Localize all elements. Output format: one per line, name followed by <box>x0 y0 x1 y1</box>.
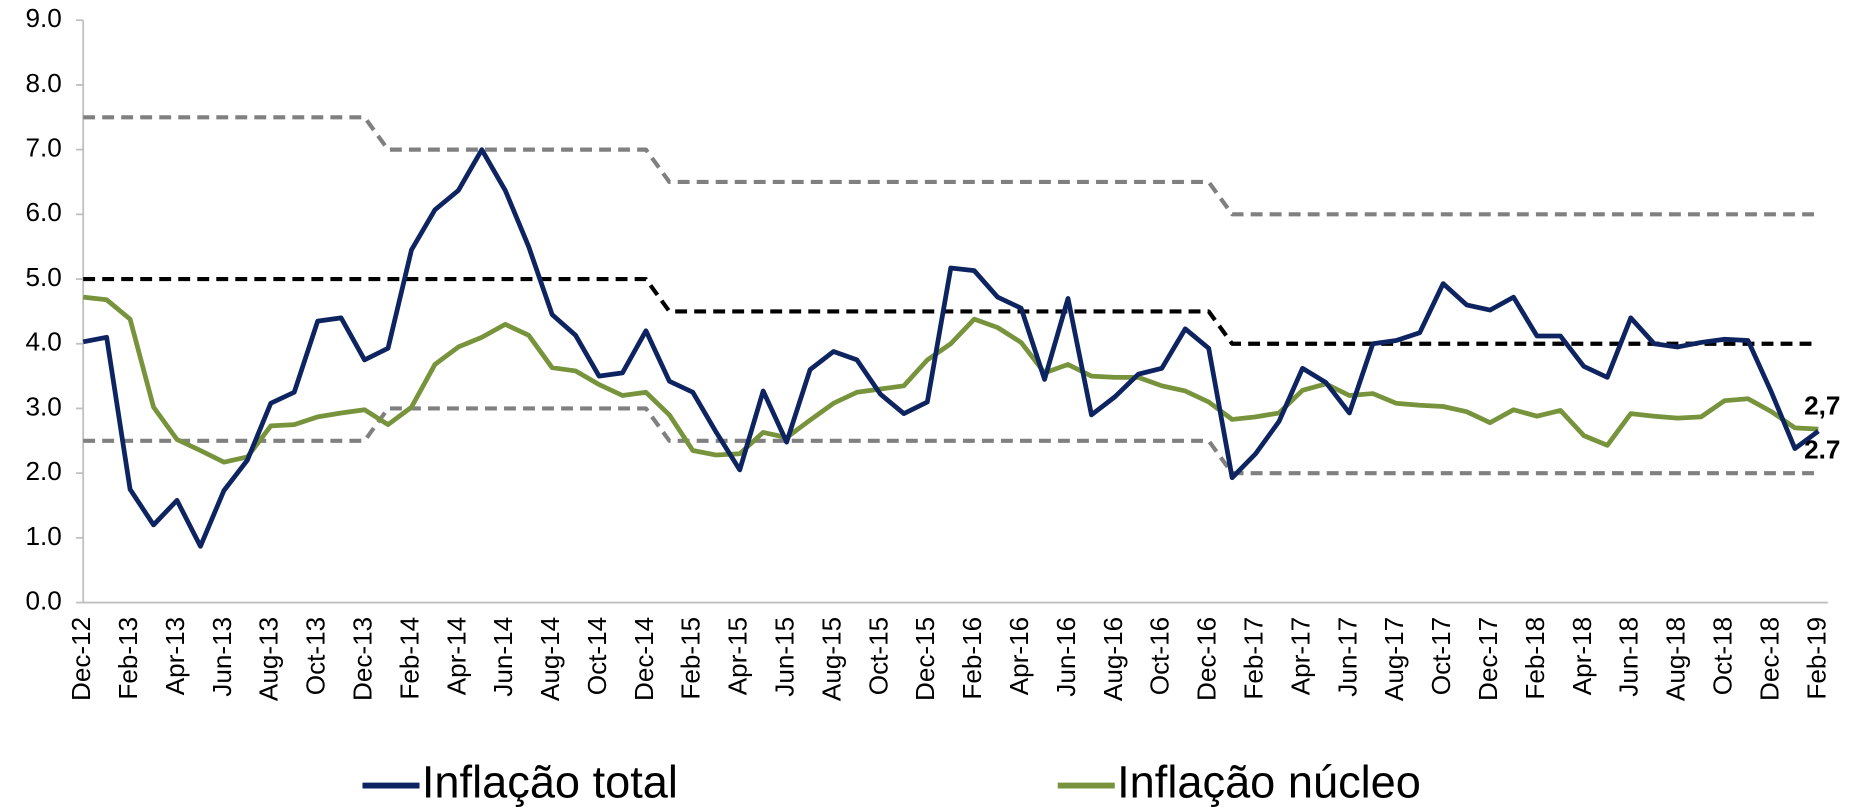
x-tick-label: Feb-18 <box>1520 617 1550 700</box>
x-tick-label: Feb-17 <box>1238 617 1268 700</box>
annotation: 2.7 <box>1804 435 1840 465</box>
y-tick-label: 6.0 <box>25 197 61 227</box>
y-tick-label: 1.0 <box>25 521 61 551</box>
legend-label: Inflação núcleo <box>1117 757 1421 807</box>
x-tick-label: Jun-14 <box>488 617 518 697</box>
x-tick-label: Oct-16 <box>1145 617 1175 695</box>
reference-line <box>83 276 1819 346</box>
x-tick-label: Jun-13 <box>207 617 237 697</box>
series-line <box>82 294 1819 465</box>
x-tick-label: Oct-18 <box>1707 617 1737 695</box>
x-tick-label: Apr-13 <box>160 617 190 695</box>
y-tick-label: 2.0 <box>25 456 61 486</box>
x-tick-label: Aug-17 <box>1379 617 1409 701</box>
x-tick-label: Jun-16 <box>1051 617 1081 697</box>
legend-label: Inflação total <box>422 757 678 807</box>
x-tick-label: Aug-18 <box>1661 617 1691 701</box>
x-tick-label: Feb-13 <box>113 617 143 700</box>
y-tick-label: 7.0 <box>25 133 61 163</box>
x-tick-label: Dec-13 <box>347 617 377 701</box>
reference-line <box>83 406 1819 476</box>
x-tick-label: Aug-14 <box>535 617 565 701</box>
y-tick-label: 5.0 <box>25 262 61 292</box>
x-tick-label: Aug-15 <box>816 617 846 701</box>
x-tick-label: Feb-19 <box>1801 617 1831 700</box>
x-tick-label: Apr-14 <box>441 617 471 695</box>
reference-line <box>83 115 1819 217</box>
x-tick-label: Feb-14 <box>394 617 424 700</box>
x-tick-label: Aug-16 <box>1098 617 1128 701</box>
y-tick-label: 4.0 <box>25 327 61 357</box>
x-tick-label: Oct-13 <box>301 617 331 695</box>
x-tick-label: Oct-14 <box>582 617 612 695</box>
x-tick-label: Dec-18 <box>1754 617 1784 701</box>
x-tick-label: Apr-16 <box>1004 617 1034 695</box>
x-tick-label: Aug-13 <box>254 617 284 701</box>
y-tick-label: 3.0 <box>25 391 61 421</box>
series-line <box>82 147 1820 549</box>
x-tick-label: Apr-15 <box>723 617 753 695</box>
y-tick-label: 8.0 <box>25 68 61 98</box>
x-tick-label: Apr-18 <box>1567 617 1597 695</box>
x-tick-label: Dec-16 <box>1192 617 1222 701</box>
x-tick-label: Feb-15 <box>676 617 706 700</box>
x-tick-label: Dec-12 <box>66 617 96 701</box>
x-tick-label: Dec-14 <box>629 617 659 701</box>
y-tick-label: 9.0 <box>25 3 61 33</box>
x-tick-label: Dec-17 <box>1473 617 1503 701</box>
x-tick-label: Jun-15 <box>770 617 800 697</box>
annotation: 2,7 <box>1804 391 1840 421</box>
x-tick-label: Oct-15 <box>863 617 893 695</box>
x-tick-label: Feb-16 <box>957 617 987 700</box>
x-tick-label: Dec-15 <box>910 617 940 701</box>
x-tick-label: Jun-17 <box>1332 617 1362 697</box>
x-tick-label: Oct-17 <box>1426 617 1456 695</box>
x-tick-label: Jun-18 <box>1614 617 1644 697</box>
x-tick-label: Apr-17 <box>1285 617 1315 695</box>
y-tick-label: 0.0 <box>25 585 61 615</box>
